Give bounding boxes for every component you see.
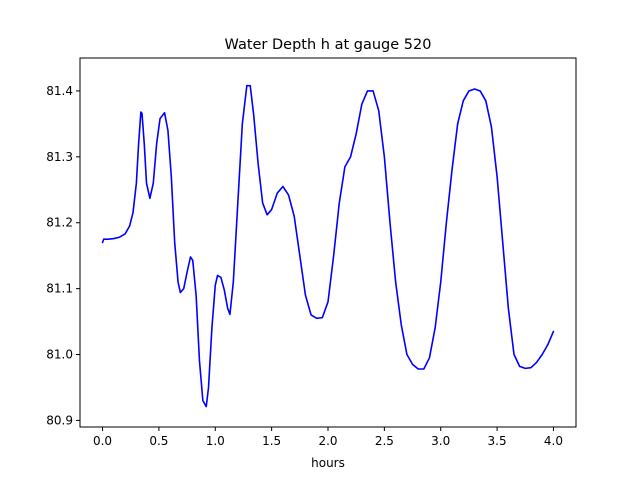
- y-tick-label-4: 81.3: [46, 150, 73, 164]
- x-tick-label-6: 3.0: [431, 434, 450, 448]
- y-tick-label-3: 81.2: [46, 216, 73, 230]
- x-axis-label: hours: [311, 456, 345, 470]
- plot-area: 0.0 0.5 1.0 1.5 2.0 2.5 3.0 3.5 4.0 80.9 81.0 81.1 8…: [46, 57, 577, 448]
- x-tick-label-2: 1.0: [206, 434, 225, 448]
- y-tick-label-1: 81.0: [46, 348, 73, 362]
- y-tick-label-5: 81.4: [46, 84, 73, 98]
- x-tick-label-4: 2.0: [318, 434, 337, 448]
- y-tick-label-0: 80.9: [46, 413, 73, 427]
- series-line-0: [101, 84, 555, 408]
- x-tick-label-8: 4.0: [544, 434, 563, 448]
- chart-title: Water Depth h at gauge 520: [225, 37, 432, 53]
- x-tick-label-0: 0.0: [93, 434, 112, 448]
- y-tick-label-2: 81.1: [46, 282, 73, 296]
- x-tick-label-3: 1.5: [262, 434, 281, 448]
- x-tick-label-5: 2.5: [375, 434, 394, 448]
- x-tick-label-7: 3.5: [488, 434, 507, 448]
- x-tick-label-1: 0.5: [149, 434, 168, 448]
